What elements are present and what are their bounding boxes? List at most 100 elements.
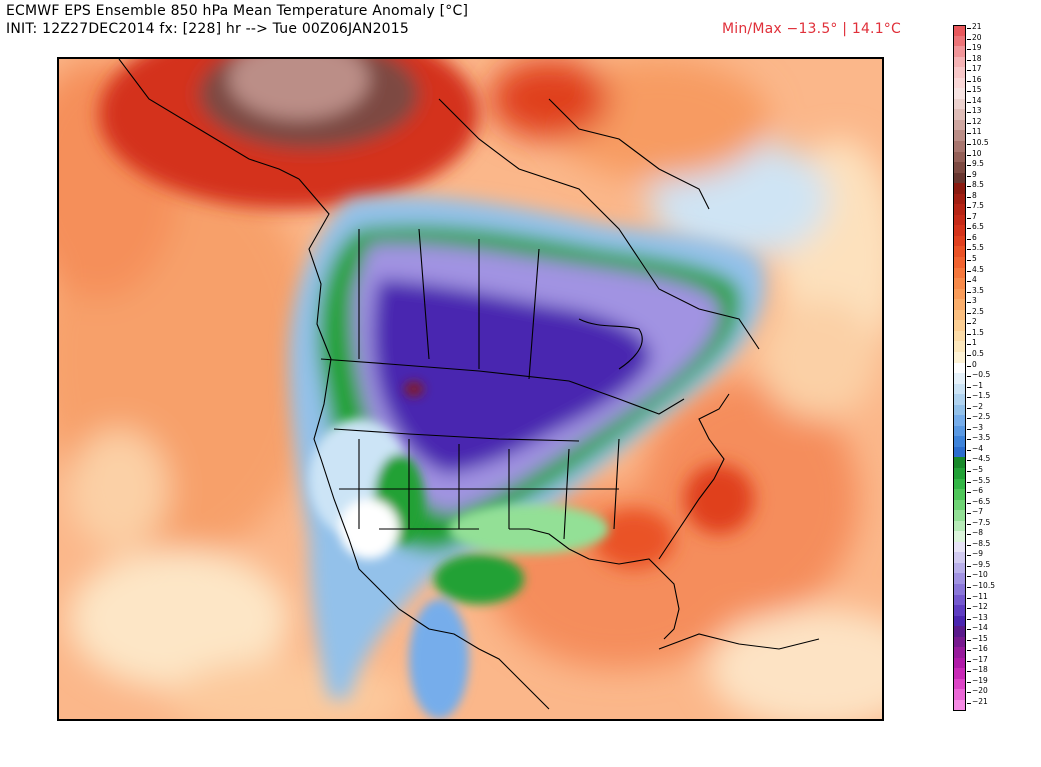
colorbar-swatch: 9.5 <box>953 160 984 173</box>
colorbar-swatch: 6.5 <box>953 223 984 236</box>
colorbar-swatch: 2.5 <box>953 307 984 321</box>
colorbar-label: −12 <box>972 602 988 612</box>
colorbar-swatch: 20 <box>953 33 982 47</box>
colorbar-swatch: −19 <box>953 676 988 690</box>
colorbar-tick <box>967 534 971 536</box>
colorbar-label: 13 <box>972 106 982 116</box>
colorbar-label: −3.5 <box>972 433 991 443</box>
colorbar-tick <box>967 703 971 704</box>
colorbar-swatch: 6 <box>953 233 977 247</box>
colorbar-label: −5.5 <box>972 475 991 485</box>
colorbar-tick <box>967 354 971 356</box>
colorbar-swatch: 2 <box>953 318 977 331</box>
colorbar-tick <box>967 555 971 557</box>
colorbar-tick <box>967 175 971 177</box>
colorbar-tick <box>967 80 971 82</box>
colorbar-swatch: 11 <box>953 128 982 142</box>
colorbar-label: −14 <box>972 623 988 633</box>
colorbar-tick <box>967 133 971 135</box>
colorbar-swatch: 5.5 <box>953 244 984 258</box>
colorbar-swatch: 0 <box>953 360 977 374</box>
colorbar-label: 10.5 <box>972 138 989 148</box>
colorbar-label: −4.5 <box>972 454 991 464</box>
colorbar-swatch: −7 <box>953 508 983 521</box>
colorbar-label: −9.5 <box>972 559 991 569</box>
colorbar-label: 8 <box>972 190 977 200</box>
colorbar-swatch: −16 <box>953 645 988 658</box>
colorbar-label: 20 <box>972 32 982 42</box>
colorbar-swatch: 1 <box>953 339 977 352</box>
colorbar-label: 7 <box>972 211 977 221</box>
colorbar-swatch: −1 <box>953 381 983 395</box>
colorbar-label: −5 <box>972 464 984 474</box>
colorbar-tick <box>967 228 971 230</box>
colorbar-swatch: −2 <box>953 402 983 416</box>
colorbar-swatch: 7.5 <box>953 202 984 215</box>
colorbar-label: −4 <box>972 443 984 453</box>
colorbar-tick <box>967 323 971 325</box>
colorbar-label: 0.5 <box>972 348 984 358</box>
colorbar-tick <box>967 249 971 251</box>
colorbar-tick <box>967 386 971 388</box>
colorbar-label: −20 <box>972 686 988 696</box>
colorbar-swatch: 1.5 <box>953 328 984 342</box>
colorbar-label: −2 <box>972 401 984 411</box>
colorbar-tick <box>967 28 971 29</box>
colorbar-tick <box>967 418 971 420</box>
colorbar-swatch: −14 <box>953 624 988 637</box>
colorbar-label: 8.5 <box>972 180 984 190</box>
colorbar-label: 1.5 <box>972 327 984 337</box>
colorbar-label: 11 <box>972 127 982 137</box>
colorbar-label: −17 <box>972 654 988 664</box>
colorbar-label: −21 <box>972 697 988 706</box>
colorbar-swatch: 12 <box>953 117 982 131</box>
colorbar-swatch: −8.5 <box>953 539 990 553</box>
colorbar-label: 18 <box>972 53 982 63</box>
colorbar-swatch: 8.5 <box>953 181 984 194</box>
colorbar-swatch: 8 <box>953 191 977 205</box>
colorbar-label: −7.5 <box>972 517 991 527</box>
colorbar-swatch: −3.5 <box>953 434 990 447</box>
colorbar-swatch: 17 <box>953 65 982 78</box>
colorbar-tick <box>967 122 971 124</box>
colorbar-swatch: −9.5 <box>953 560 990 574</box>
colorbar-legend: 21 20 19 18 17 16 15 14 13 12 11 10.5 10 9.5 9 8.5 8 7.5 7… <box>953 23 995 711</box>
colorbar-tick <box>967 270 971 272</box>
colorbar-label: −13 <box>972 612 988 622</box>
colorbar-tick <box>967 217 971 219</box>
colorbar-label: 6 <box>972 232 977 242</box>
colorbar-tick <box>967 70 971 72</box>
colorbar-tick <box>967 460 971 462</box>
colorbar-swatch: 14 <box>953 96 982 110</box>
cold-anomaly-field <box>289 196 766 699</box>
colorbar-label: 4 <box>972 275 977 285</box>
colorbar-tick <box>967 59 971 61</box>
coastlines-and-borders <box>118 59 820 710</box>
colorbar-swatch: −5 <box>953 465 983 479</box>
colorbar-swatch: −18 <box>953 666 988 679</box>
colorbar-tick <box>967 291 971 293</box>
colorbar-label: 0 <box>972 359 977 369</box>
anomaly-map <box>57 57 884 721</box>
colorbar-swatch: −15 <box>953 634 988 648</box>
colorbar-swatch: 18 <box>953 54 982 68</box>
colorbar-label: 2 <box>972 317 977 327</box>
colorbar-tick <box>967 428 971 430</box>
colorbar-tick <box>967 397 971 399</box>
colorbar-tick <box>967 513 971 515</box>
colorbar-swatch: −17 <box>953 655 988 669</box>
colorbar-swatch: −4.5 <box>953 455 990 468</box>
colorbar-swatch: −10 <box>953 571 988 584</box>
colorbar-tick <box>967 650 971 652</box>
colorbar-tick <box>967 671 971 673</box>
colorbar-tick <box>967 238 971 240</box>
colorbar-tick <box>967 165 971 167</box>
colorbar-label: 9 <box>972 169 977 179</box>
colorbar-tick <box>967 302 971 304</box>
colorbar-label: 6.5 <box>972 222 984 232</box>
colorbar-tick <box>967 91 971 93</box>
colorbar-tick <box>967 481 971 483</box>
colorbar-tick <box>967 333 971 335</box>
colorbar-swatch: −20 <box>953 687 988 700</box>
colorbar-swatch: −11 <box>953 592 988 606</box>
